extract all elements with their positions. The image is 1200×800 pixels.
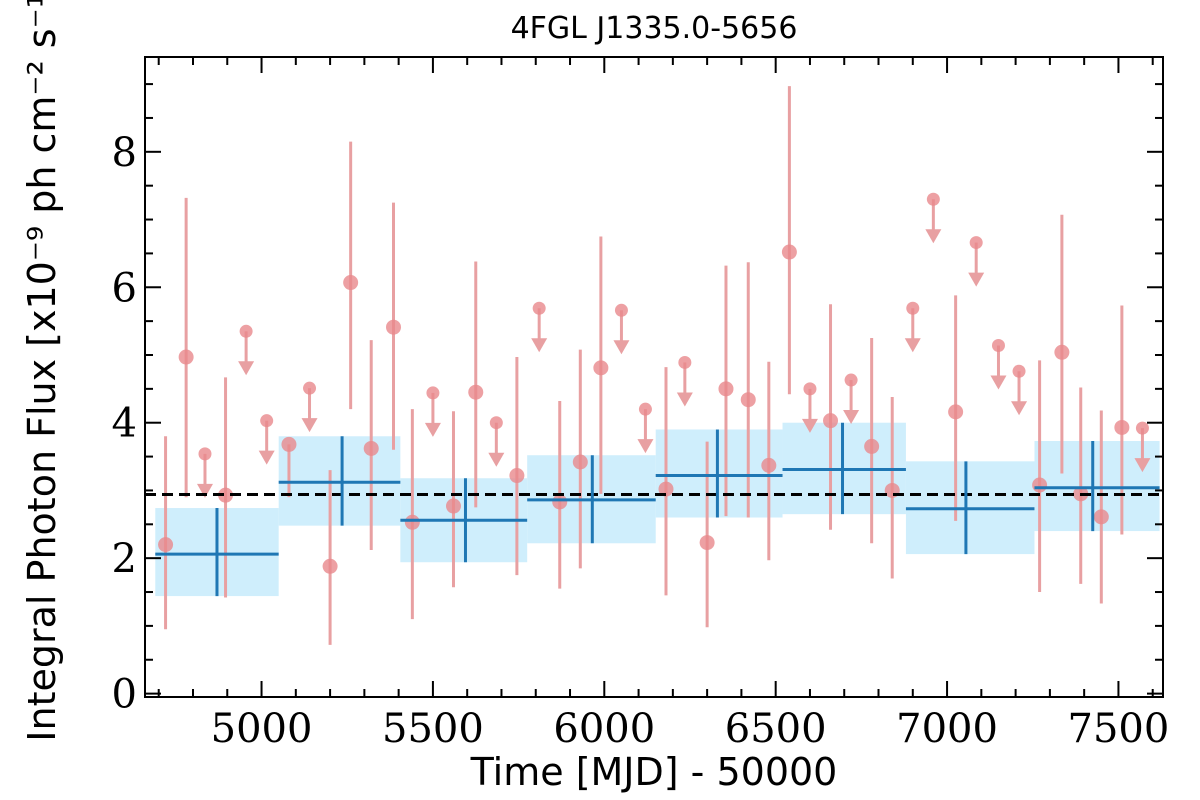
upper-limit-point [1135, 421, 1149, 435]
upper-limit-arrowhead [990, 375, 1007, 390]
upper-limit-point [532, 301, 546, 315]
flux-point [158, 537, 174, 553]
upper-limit-point [239, 324, 253, 338]
upper-limit-arrowhead [637, 439, 654, 454]
x-tick-label: 7500 [1068, 706, 1170, 752]
y-tick-label: 2 [112, 536, 137, 582]
flux-point [781, 244, 797, 260]
upper-limit-point [260, 414, 274, 428]
upper-limit-arrowhead [968, 272, 985, 287]
upper-limit-point [614, 303, 628, 317]
flux-point [1114, 419, 1130, 435]
upper-limit-point [489, 416, 503, 430]
flux-point [864, 438, 880, 454]
x-tick-label: 6000 [553, 706, 655, 752]
upper-limit-point [991, 339, 1005, 353]
y-tick-label: 0 [112, 672, 137, 718]
flux-point [404, 514, 420, 530]
flux-point [740, 392, 756, 408]
upper-limit-arrowhead [531, 338, 548, 353]
flux-point [178, 349, 194, 365]
flux-point [322, 558, 338, 574]
upper-limit-arrowhead [801, 418, 818, 433]
flux-point [572, 454, 588, 470]
flux-point [823, 413, 839, 429]
flux-point [509, 468, 525, 484]
flux-point [343, 275, 359, 291]
upper-limit-point [969, 236, 983, 250]
bin-uncertainty-band [655, 429, 783, 518]
upper-limit-arrowhead [258, 450, 275, 465]
y-tick-label: 6 [112, 265, 137, 311]
flux-point [281, 436, 297, 452]
y-tick-label: 8 [112, 130, 137, 176]
upper-limit-point [426, 386, 440, 400]
upper-limit-arrowhead [196, 483, 213, 498]
upper-limit-point [926, 192, 940, 206]
plot-frame [144, 56, 1164, 698]
flux-point [218, 487, 234, 503]
upper-limit-point [303, 381, 317, 395]
flux-point [593, 360, 609, 376]
x-tick-label: 6500 [725, 706, 827, 752]
upper-limit-point [906, 301, 920, 315]
x-tick-label: 5000 [211, 706, 313, 752]
flux-point [445, 498, 461, 514]
flux-point [363, 440, 379, 456]
upper-limit-arrowhead [613, 340, 630, 355]
upper-limit-arrowhead [925, 229, 942, 244]
flux-point [658, 481, 674, 497]
flux-point [1032, 477, 1048, 493]
upper-limit-arrowhead [1134, 458, 1151, 473]
flux-point [1054, 344, 1070, 360]
y-axis-label: Integral Photon Flux [x10⁻⁹ ph cm⁻² s⁻¹] [20, 0, 64, 742]
upper-limit-point [844, 373, 858, 387]
flux-point [948, 404, 964, 420]
upper-limit-point [678, 355, 692, 369]
upper-limit-arrowhead [301, 418, 318, 433]
x-tick-label: 7000 [896, 706, 998, 752]
upper-limit-point [1012, 364, 1026, 378]
upper-limit-arrowhead [488, 452, 505, 467]
flux-point [1093, 509, 1109, 525]
x-tick-label: 5500 [382, 706, 484, 752]
upper-limit-arrowhead [238, 361, 255, 376]
plot-area: 5000 5500 6000 6500 7000 7500 0 2 4 6 8 [112, 56, 1170, 752]
flux-point [718, 381, 734, 397]
x-axis-label: Time [MJD] - 50000 [470, 750, 838, 794]
upper-limit-arrowhead [843, 410, 860, 425]
flux-point [386, 319, 402, 335]
flux-point [761, 457, 777, 473]
flux-point [468, 384, 484, 400]
upper-limit-arrowhead [1011, 401, 1028, 416]
upper-limit-point [638, 402, 652, 416]
flux-point [552, 494, 568, 510]
upper-limit-point [803, 382, 817, 396]
upper-limit-point [198, 447, 212, 461]
upper-limit-arrowhead [676, 392, 693, 407]
chart-title: 4FGL J1335.0-5656 [511, 11, 798, 46]
flux-point [699, 535, 715, 551]
upper-limit-arrowhead [904, 338, 921, 353]
upper-limit-arrowhead [424, 422, 441, 437]
y-tick-label: 4 [112, 401, 137, 447]
